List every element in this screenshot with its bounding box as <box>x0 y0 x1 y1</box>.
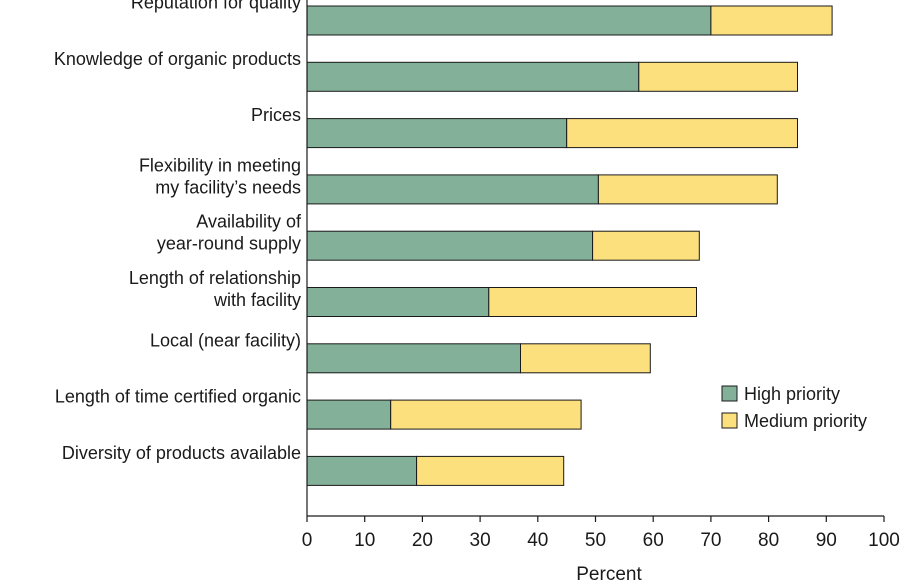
x-tick-label-7: 70 <box>700 530 721 551</box>
bar-medium-1 <box>638 61 798 92</box>
bar-high-5 <box>306 287 490 317</box>
bars-group <box>306 5 833 486</box>
bar-high-8 <box>306 455 418 486</box>
category-labels: Reputation for quality Knowledge of organ… <box>54 0 302 463</box>
category-label-2: Prices <box>251 105 301 125</box>
x-tick-label-6: 60 <box>643 530 664 551</box>
x-tick-label-8: 80 <box>758 530 779 551</box>
bar-medium-2 <box>566 118 799 149</box>
category-label-6: Local (near facility) <box>150 330 301 350</box>
category-label-5: Length of relationship with facility <box>129 268 301 310</box>
category-label-1: Knowledge of organic products <box>54 49 301 69</box>
x-ticks: 0 10 20 30 40 50 60 70 80 90 100 <box>302 516 900 551</box>
category-label-3: Flexibility in meeting my facility’s need… <box>139 155 301 197</box>
bar-medium-6 <box>520 343 651 374</box>
bar-medium-3 <box>597 174 778 205</box>
bar-high-3 <box>306 174 599 205</box>
x-tick-label-9: 90 <box>816 530 837 551</box>
legend-label-1: Medium priority <box>744 411 867 431</box>
category-label-8: Diversity of products available <box>62 443 301 463</box>
category-label-0: Reputation for quality <box>131 0 301 13</box>
bar-high-6 <box>306 343 521 374</box>
category-label-4: Availability of year-round supply <box>157 212 302 254</box>
x-tick-label-2: 20 <box>412 530 433 551</box>
category-label-7: Length of time certified organic <box>55 387 301 407</box>
x-tick-label-10: 100 <box>868 530 900 551</box>
x-tick-label-4: 40 <box>527 530 548 551</box>
x-axis-title: Percent <box>576 564 642 585</box>
bar-medium-7 <box>390 399 582 430</box>
x-tick-label-5: 50 <box>585 530 606 551</box>
bar-high-1 <box>306 61 640 92</box>
bar-high-4 <box>306 230 594 261</box>
bar-high-0 <box>306 5 712 36</box>
legend: High priority Medium priority <box>721 384 867 431</box>
bar-high-7 <box>306 399 392 430</box>
x-tick-label-0: 0 <box>302 530 313 551</box>
x-tick-label-3: 30 <box>470 530 491 551</box>
bar-medium-0 <box>710 5 833 36</box>
bar-medium-8 <box>416 455 565 486</box>
bar-high-2 <box>306 118 568 149</box>
legend-swatch-1 <box>721 412 738 429</box>
bar-medium-4 <box>592 230 700 261</box>
legend-label-0: High priority <box>744 384 840 404</box>
bar-medium-5 <box>488 287 697 317</box>
legend-swatch-0 <box>721 385 738 402</box>
x-tick-label-1: 10 <box>354 530 375 551</box>
